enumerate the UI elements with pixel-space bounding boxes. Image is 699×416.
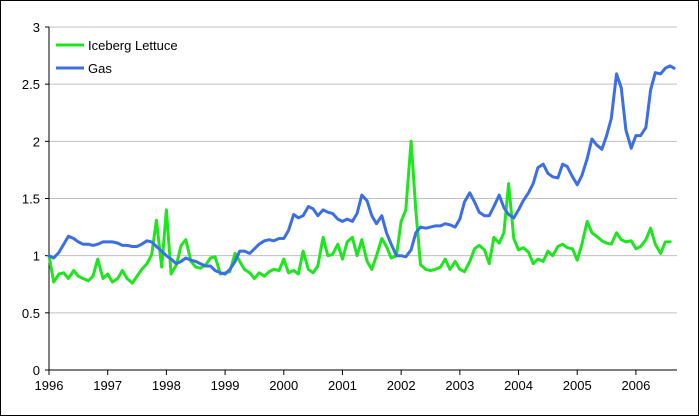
series-lines — [47, 64, 676, 285]
x-tick-label: 1997 — [93, 378, 122, 393]
y-tick-label: 1.5 — [22, 192, 40, 207]
gridlines — [49, 26, 677, 314]
legend-label: Gas — [88, 61, 112, 76]
x-tick-label: 2002 — [387, 378, 416, 393]
legend: Iceberg Lettuce Gas — [56, 38, 178, 76]
x-tick-label: 2004 — [504, 378, 533, 393]
x-tick-label: 2003 — [445, 378, 474, 393]
x-tick-labels: 1996 1997 1998 1999 2000 2001 2002 2003 2004 2005… — [35, 370, 650, 393]
x-tick-label: 1998 — [152, 378, 181, 393]
y-tick-label: 3 — [33, 20, 40, 35]
x-tick-label: 2000 — [269, 378, 298, 393]
series-line-iceberg-lettuce — [47, 139, 672, 285]
x-tick-label: 2005 — [563, 378, 592, 393]
x-tick-label: 2001 — [328, 378, 357, 393]
legend-label: Iceberg Lettuce — [88, 38, 178, 53]
x-tick-label: 1999 — [211, 378, 240, 393]
series-line-gas — [47, 64, 676, 276]
y-tick-labels: 0 0.5 1 1.5 2 2.5 3 — [22, 20, 49, 378]
y-tick-label: 0.5 — [22, 306, 40, 321]
x-tick-label: 2006 — [621, 378, 650, 393]
x-tick-label: 1996 — [35, 378, 64, 393]
y-tick-label: 2.5 — [22, 77, 40, 92]
y-tick-label: 0 — [33, 363, 40, 378]
y-tick-label: 1 — [33, 249, 40, 264]
y-tick-label: 2 — [33, 134, 40, 149]
